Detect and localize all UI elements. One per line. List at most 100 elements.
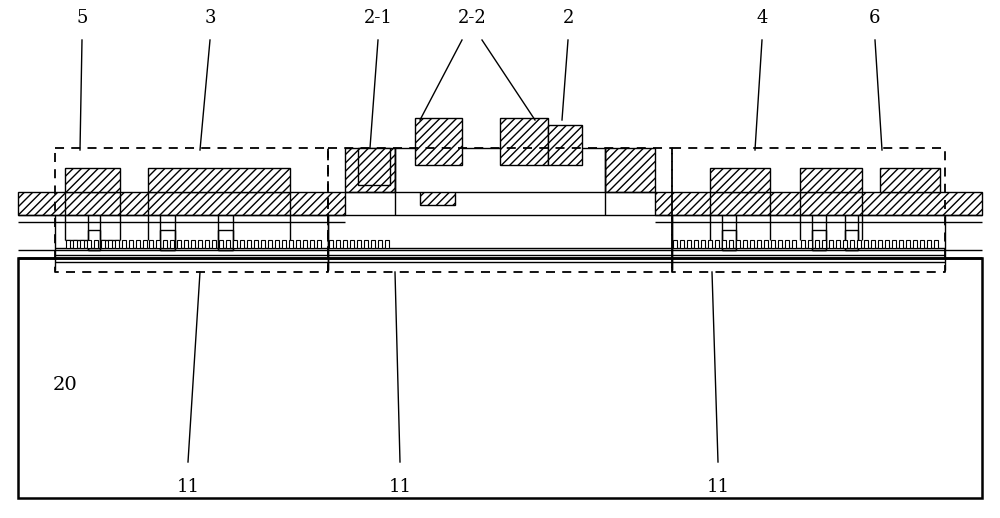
Bar	[345, 148, 395, 192]
Text: 4: 4	[756, 9, 768, 27]
Text: 11: 11	[706, 478, 730, 496]
Bar	[899, 240, 903, 248]
Bar	[771, 240, 775, 248]
Bar	[247, 240, 251, 248]
Bar	[343, 240, 347, 248]
Bar	[500, 118, 548, 165]
Bar	[317, 240, 321, 248]
Bar	[710, 168, 770, 192]
Bar	[836, 240, 840, 248]
Bar	[750, 240, 754, 248]
Text: 11: 11	[388, 478, 412, 496]
Bar	[736, 240, 740, 248]
Bar	[415, 118, 462, 165]
Bar	[357, 240, 361, 248]
Bar	[73, 240, 77, 248]
Bar	[920, 240, 924, 248]
Bar	[136, 240, 140, 248]
Bar	[212, 240, 216, 248]
Bar	[364, 240, 368, 248]
Bar	[680, 240, 684, 248]
Bar	[148, 168, 290, 192]
Bar	[205, 240, 209, 248]
Bar	[880, 168, 940, 192]
Bar	[729, 240, 733, 248]
Bar	[878, 240, 882, 248]
Bar	[743, 240, 747, 248]
Bar	[101, 240, 105, 248]
Bar	[80, 240, 84, 248]
Bar	[336, 240, 340, 248]
Text: 11: 11	[177, 478, 200, 496]
Bar	[829, 240, 833, 248]
Bar	[715, 240, 719, 248]
Bar	[864, 240, 868, 248]
Bar	[65, 168, 120, 192]
Bar	[198, 240, 202, 248]
Bar	[822, 240, 826, 248]
Bar	[913, 240, 917, 248]
Bar	[694, 240, 698, 248]
Text: 2: 2	[562, 9, 574, 27]
Bar	[160, 230, 175, 250]
Bar	[66, 240, 70, 248]
Bar	[303, 240, 307, 248]
Bar	[218, 230, 233, 250]
Bar	[605, 148, 655, 192]
Bar	[395, 148, 605, 192]
Bar	[420, 168, 455, 205]
Text: 2-2: 2-2	[458, 9, 486, 27]
Bar	[885, 240, 889, 248]
Bar	[226, 240, 230, 248]
Text: 3: 3	[204, 9, 216, 27]
Bar	[268, 240, 272, 248]
Bar	[177, 240, 181, 248]
Bar	[18, 258, 982, 498]
Bar	[871, 240, 875, 248]
Bar	[129, 240, 133, 248]
Bar	[385, 240, 389, 248]
Bar	[785, 240, 789, 248]
Bar	[87, 240, 91, 248]
Bar	[857, 240, 861, 248]
Bar	[240, 240, 244, 248]
Bar	[289, 240, 293, 248]
Bar	[722, 230, 736, 250]
Bar	[792, 240, 796, 248]
Bar	[815, 240, 819, 248]
Bar	[329, 240, 333, 248]
Bar	[843, 240, 847, 248]
Bar	[219, 240, 223, 248]
Bar	[934, 240, 938, 248]
Bar	[757, 240, 761, 248]
Bar	[371, 240, 375, 248]
Bar	[892, 240, 896, 248]
Bar	[378, 240, 382, 248]
Text: 5: 5	[76, 9, 88, 27]
Bar	[184, 240, 188, 248]
Bar	[808, 240, 812, 248]
Bar	[88, 230, 100, 250]
Bar	[687, 240, 691, 248]
Bar	[191, 240, 195, 248]
Bar	[18, 192, 345, 215]
Bar	[812, 230, 826, 250]
Bar	[310, 240, 314, 248]
Bar	[673, 240, 677, 248]
Bar	[115, 240, 119, 248]
Bar	[156, 240, 160, 248]
Bar	[296, 240, 300, 248]
Bar	[800, 168, 862, 192]
Bar	[149, 240, 153, 248]
Text: 20: 20	[53, 376, 77, 394]
Bar	[655, 192, 982, 215]
Bar	[778, 240, 782, 248]
Bar	[548, 125, 582, 165]
Bar	[801, 240, 805, 248]
Bar	[906, 240, 910, 248]
Bar	[122, 240, 126, 248]
Bar	[927, 240, 931, 248]
Bar	[850, 240, 854, 248]
Bar	[163, 240, 167, 248]
Bar	[254, 240, 258, 248]
